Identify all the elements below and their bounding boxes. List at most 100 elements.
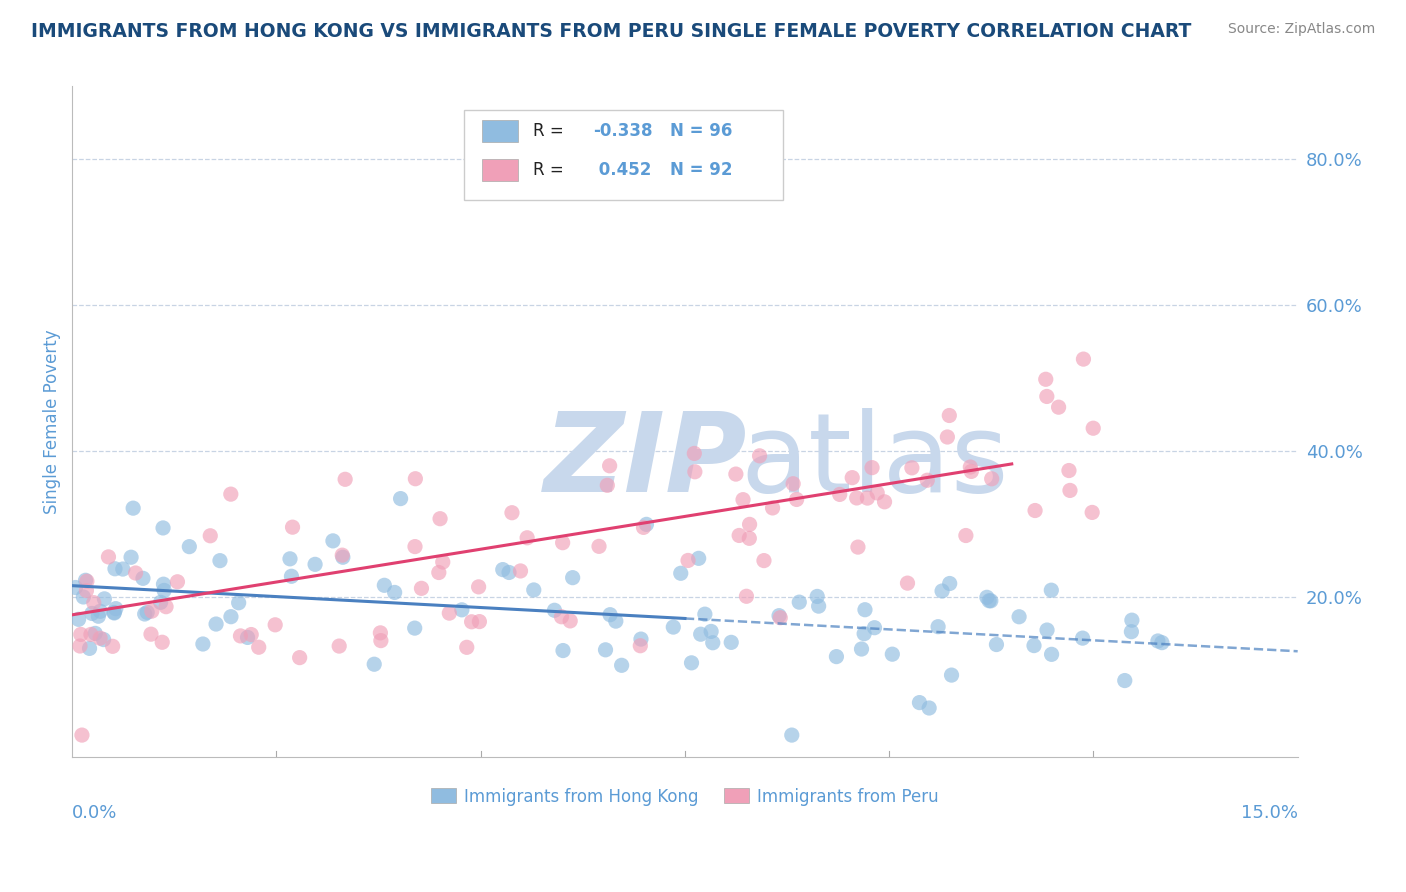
Point [70, 728, 93, 742]
Point [738, 517, 761, 532]
Point [787, 595, 810, 609]
Point [152, 577, 174, 591]
Point [450, 603, 472, 617]
Point [200, 529, 222, 543]
Point [960, 464, 983, 478]
Point [333, 472, 356, 486]
Point [769, 610, 792, 624]
Point [79, 641, 101, 656]
Point [83, 596, 105, 610]
Text: R =: R = [533, 161, 569, 178]
Point [845, 491, 868, 505]
Point [80, 627, 103, 641]
Point [782, 476, 804, 491]
Point [595, 642, 617, 657]
Point [1008, 609, 1031, 624]
Point [150, 635, 173, 649]
Point [69, 639, 91, 653]
Point [636, 517, 658, 532]
Point [605, 614, 627, 628]
Point [551, 535, 574, 549]
Point [1057, 464, 1080, 478]
Point [370, 625, 392, 640]
Point [550, 609, 572, 624]
Point [149, 595, 172, 609]
Point [700, 624, 723, 639]
Point [427, 566, 450, 580]
Point [1114, 673, 1136, 688]
Point [134, 607, 156, 621]
Point [468, 615, 491, 629]
Point [439, 606, 461, 620]
Text: N = 92: N = 92 [671, 161, 733, 178]
Point [84, 626, 107, 640]
Point [404, 472, 426, 486]
Point [97, 549, 120, 564]
Legend: Immigrants from Hong Kong, Immigrants from Peru: Immigrants from Hong Kong, Immigrants fr… [425, 781, 945, 813]
Point [702, 636, 724, 650]
Point [429, 512, 451, 526]
Point [509, 564, 531, 578]
Point [384, 585, 406, 599]
Text: 0.0%: 0.0% [72, 805, 118, 822]
Point [1121, 613, 1143, 627]
Point [1071, 631, 1094, 645]
Point [93, 632, 115, 647]
Point [501, 506, 523, 520]
Point [941, 668, 963, 682]
Point [516, 531, 538, 545]
Point [588, 540, 610, 554]
Text: R =: R = [533, 121, 569, 140]
Point [543, 603, 565, 617]
Point [139, 627, 162, 641]
Point [247, 640, 270, 655]
Point [89, 631, 111, 645]
Point [1059, 483, 1081, 498]
Point [281, 520, 304, 534]
Point [191, 637, 214, 651]
Point [80, 607, 103, 621]
Point [560, 614, 582, 628]
Point [432, 555, 454, 569]
Point [132, 571, 155, 585]
Point [1047, 400, 1070, 414]
Text: ZIP: ZIP [544, 409, 748, 516]
Point [136, 605, 159, 619]
Text: N = 96: N = 96 [671, 121, 733, 140]
Point [807, 599, 830, 614]
Text: 15.0%: 15.0% [1240, 805, 1298, 822]
Point [1073, 352, 1095, 367]
Point [120, 550, 142, 565]
Point [456, 640, 478, 655]
Point [599, 458, 621, 473]
Point [332, 550, 354, 565]
Point [467, 580, 489, 594]
Point [236, 631, 259, 645]
Point [141, 604, 163, 618]
Point [681, 656, 703, 670]
Point [551, 643, 574, 657]
Point [731, 492, 754, 507]
Y-axis label: Single Female Poverty: Single Female Poverty [44, 329, 60, 514]
Point [669, 566, 692, 581]
Point [846, 540, 869, 554]
FancyBboxPatch shape [481, 159, 519, 181]
Point [976, 591, 998, 605]
Point [166, 574, 188, 589]
Text: Source: ZipAtlas.com: Source: ZipAtlas.com [1227, 22, 1375, 37]
Point [720, 635, 742, 649]
Text: atlas: atlas [740, 409, 1008, 516]
Point [152, 521, 174, 535]
Point [69, 627, 91, 641]
Point [896, 576, 918, 591]
Point [927, 620, 949, 634]
Point [986, 638, 1008, 652]
Point [1081, 505, 1104, 519]
Point [633, 520, 655, 534]
Point [288, 650, 311, 665]
Point [219, 609, 242, 624]
Point [155, 599, 177, 614]
Point [683, 465, 706, 479]
FancyBboxPatch shape [464, 110, 783, 201]
Point [498, 566, 520, 580]
